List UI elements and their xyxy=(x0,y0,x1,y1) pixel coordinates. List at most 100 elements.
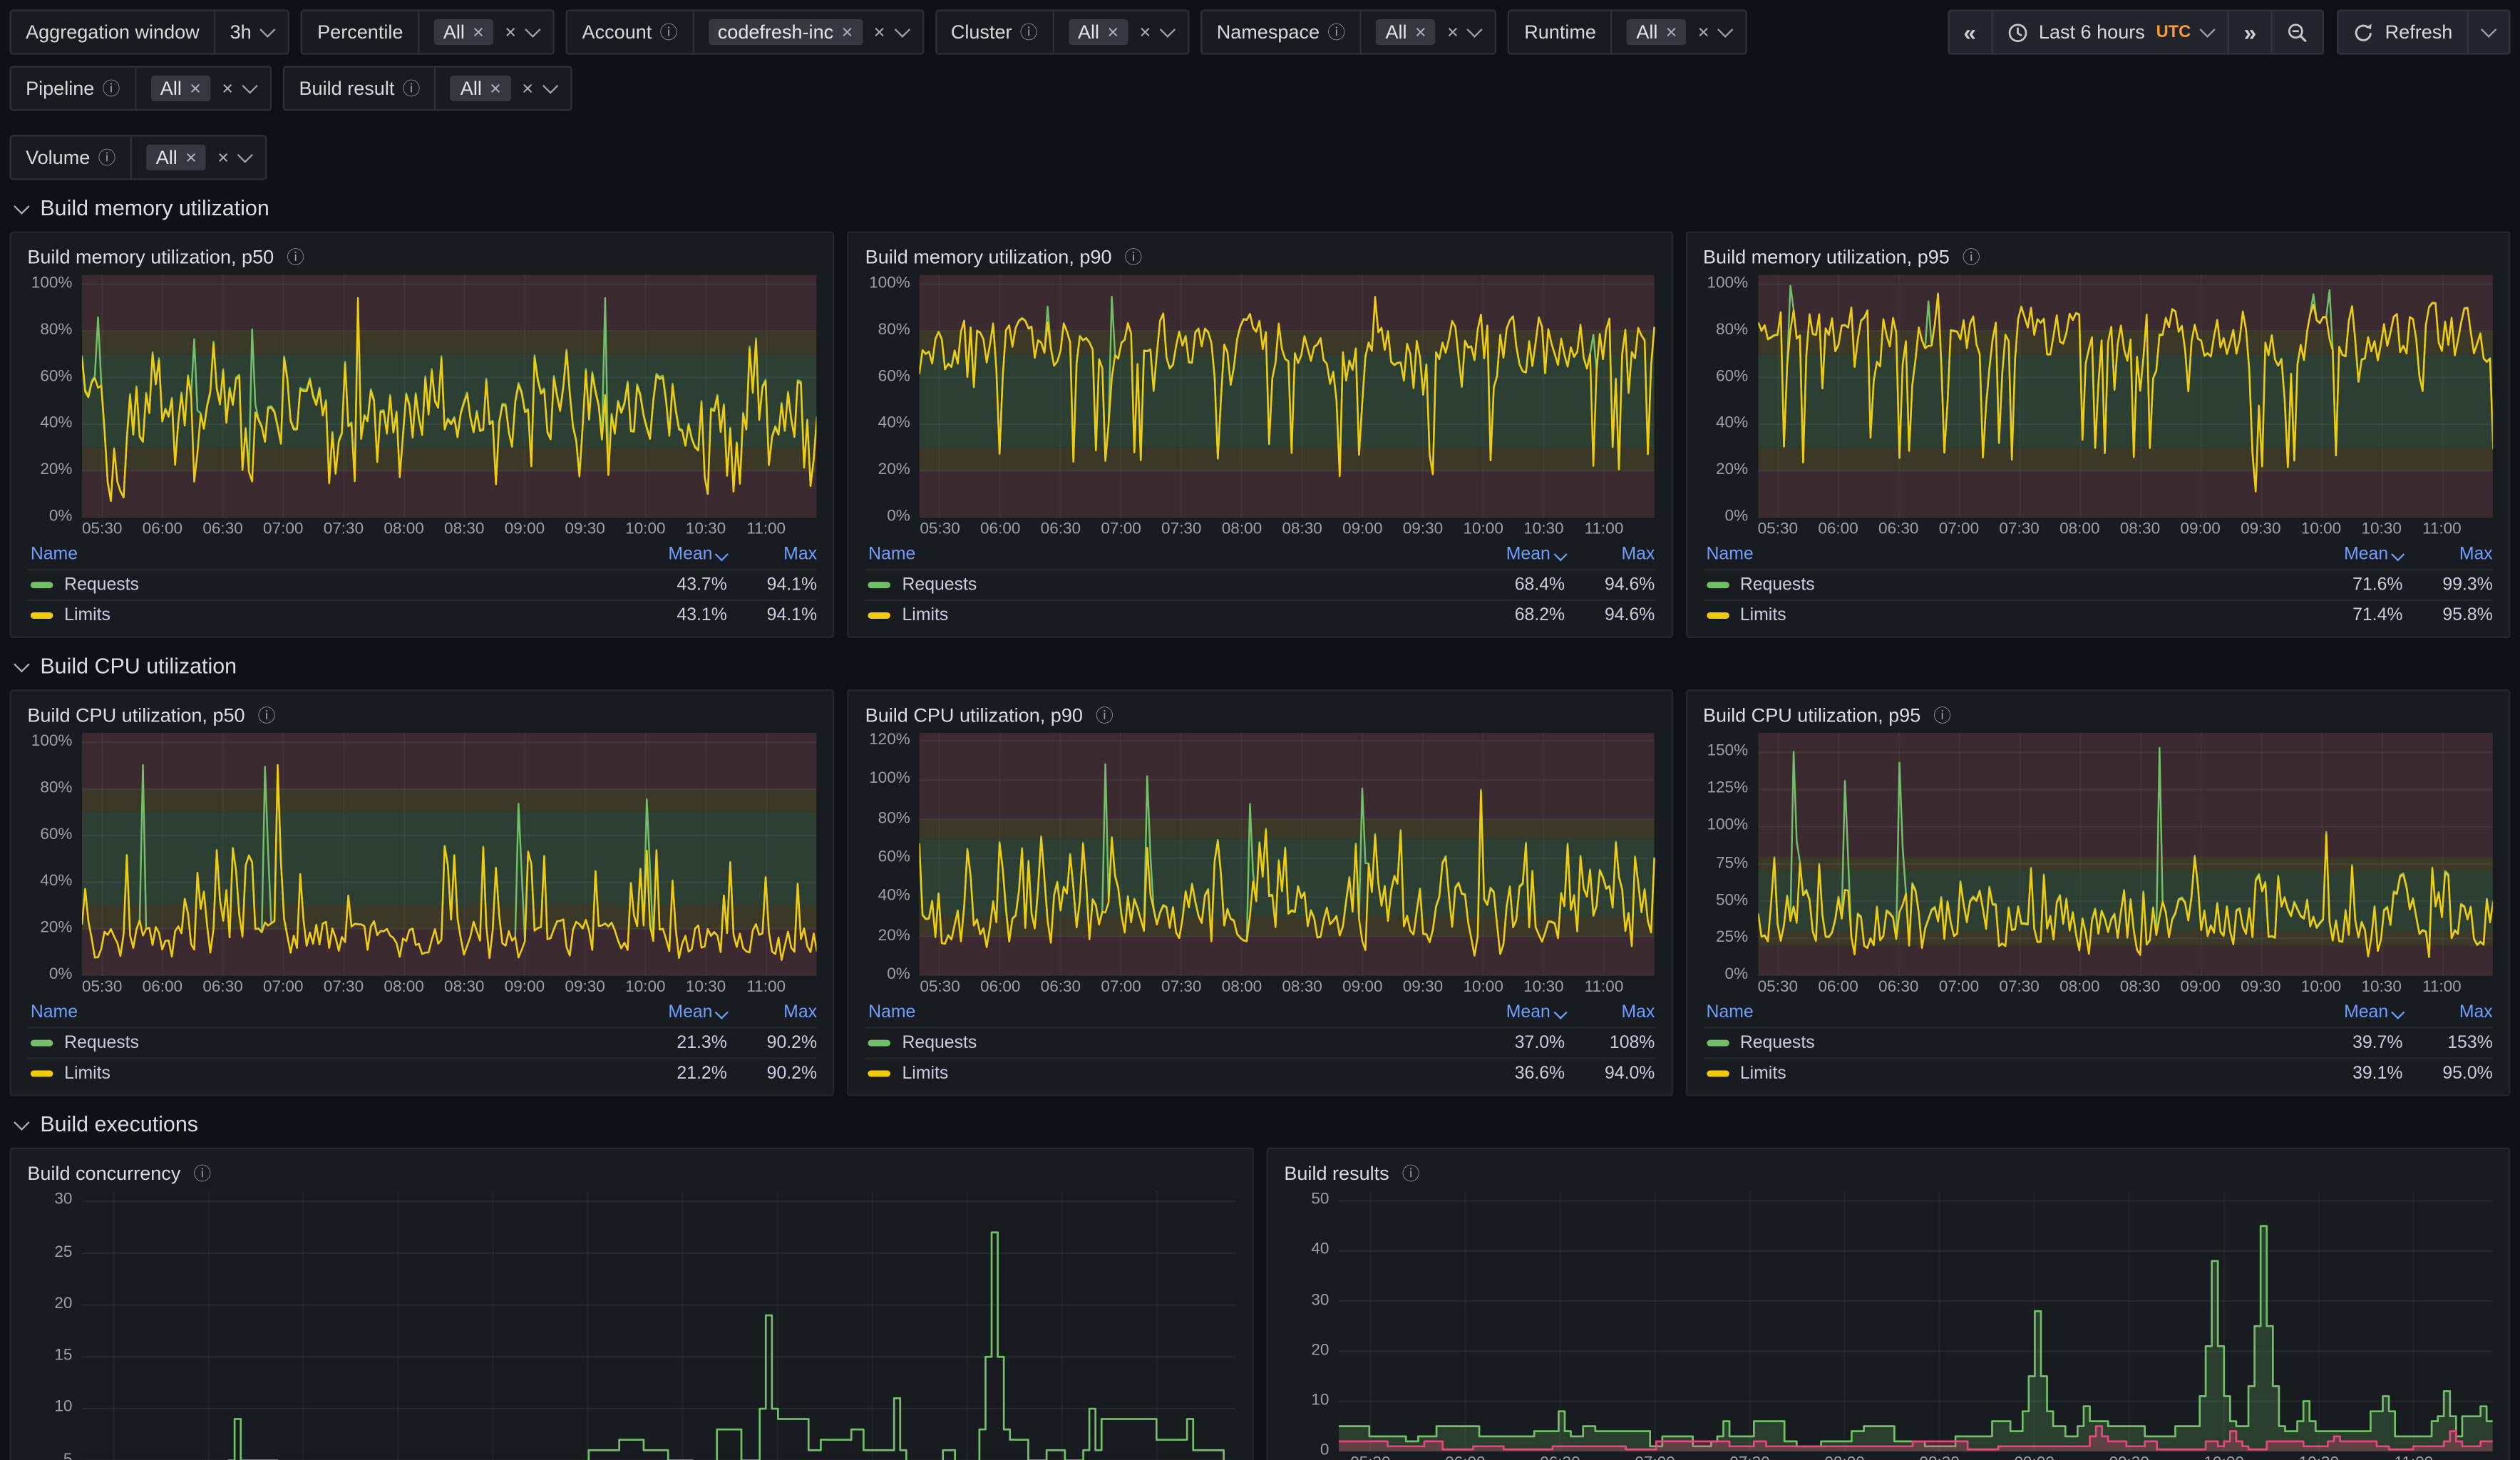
section-toggle-build-cpu-utilization[interactable]: Build CPU utilization xyxy=(0,638,2520,689)
chevron-down-icon[interactable] xyxy=(1718,21,1734,38)
chart-canvas[interactable] xyxy=(81,733,818,976)
legend-series-limits[interactable]: Limits xyxy=(27,606,637,625)
clear-filter-icon[interactable]: × xyxy=(222,77,234,100)
chart-canvas[interactable] xyxy=(1757,274,2493,518)
legend-col-max[interactable]: Max xyxy=(2459,1002,2493,1022)
legend-col-max[interactable]: Max xyxy=(1621,545,1655,565)
info-icon[interactable]: ⓘ xyxy=(287,249,305,269)
legend-col-max[interactable]: Max xyxy=(783,1002,818,1022)
chevron-down-icon[interactable] xyxy=(1159,21,1176,38)
remove-chip-icon[interactable]: × xyxy=(841,21,853,43)
legend-col-mean[interactable]: Mean xyxy=(2313,545,2405,564)
legend-col-mean[interactable]: Mean xyxy=(1475,545,1567,564)
filter-label-cluster[interactable]: Cluster ⓘ xyxy=(937,11,1054,53)
legend-series-requests[interactable]: Requests xyxy=(1703,575,2313,595)
filter-value-namespace[interactable]: All × × xyxy=(1362,11,1496,53)
chevron-down-icon[interactable] xyxy=(237,147,254,163)
legend-col-max[interactable]: Max xyxy=(1621,1002,1655,1022)
info-icon[interactable]: ⓘ xyxy=(402,80,421,100)
info-icon[interactable]: ⓘ xyxy=(102,80,120,100)
panel-title[interactable]: Build CPU utilization, p95 xyxy=(1702,704,1921,727)
filter-chip[interactable]: codefresh-inc × xyxy=(708,19,863,46)
legend-col-name[interactable]: Name xyxy=(30,1002,78,1022)
info-icon[interactable]: ⓘ xyxy=(1327,24,1346,43)
chart-plot[interactable] xyxy=(81,1191,1236,1460)
remove-chip-icon[interactable]: × xyxy=(1414,21,1426,43)
chart-plot[interactable] xyxy=(81,274,818,518)
chart-canvas[interactable] xyxy=(81,1191,1236,1460)
section-toggle-build-executions[interactable]: Build executions xyxy=(0,1096,2520,1148)
filter-value-aggregation-window[interactable]: 3h xyxy=(215,11,288,53)
legend-col-max[interactable]: Max xyxy=(2459,545,2493,565)
chevron-down-icon[interactable] xyxy=(893,21,910,38)
time-shift-back-button[interactable]: « xyxy=(1949,11,1990,53)
filter-value-pipeline[interactable]: All × × xyxy=(136,68,270,110)
legend-col-mean[interactable]: Mean xyxy=(1475,1003,1567,1022)
chart-plot[interactable] xyxy=(1757,733,2493,976)
info-icon[interactable]: ⓘ xyxy=(1095,706,1114,727)
legend-col-name[interactable]: Name xyxy=(1706,1002,1754,1022)
chart-plot[interactable] xyxy=(1757,274,2493,518)
legend-series-limits[interactable]: Limits xyxy=(27,1064,637,1084)
filter-label-runtime[interactable]: Runtime xyxy=(1510,11,1613,53)
panel-title[interactable]: Build results xyxy=(1284,1162,1389,1185)
legend-col-name[interactable]: Name xyxy=(868,1002,916,1022)
clear-filter-icon[interactable]: × xyxy=(1697,21,1709,43)
info-icon[interactable]: ⓘ xyxy=(98,149,116,169)
legend-col-name[interactable]: Name xyxy=(30,545,78,565)
clear-filter-icon[interactable]: × xyxy=(505,21,517,43)
info-icon[interactable]: ⓘ xyxy=(1933,706,1952,727)
legend-col-mean[interactable]: Mean xyxy=(637,545,729,564)
info-icon[interactable]: ⓘ xyxy=(1019,24,1038,43)
clear-filter-icon[interactable]: × xyxy=(1139,21,1151,43)
chart-canvas[interactable] xyxy=(1757,733,2493,976)
legend-series-limits[interactable]: Limits xyxy=(865,606,1475,625)
info-icon[interactable]: ⓘ xyxy=(257,706,276,727)
chart-plot[interactable] xyxy=(920,733,1655,976)
legend-col-name[interactable]: Name xyxy=(1706,545,1754,565)
filter-value-volume[interactable]: All × × xyxy=(132,137,266,179)
filter-value-account[interactable]: codefresh-inc × × xyxy=(694,11,922,53)
legend-series-requests[interactable]: Requests xyxy=(1703,1034,2313,1053)
chart-plot[interactable] xyxy=(81,733,818,976)
panel-title[interactable]: Build memory utilization, p90 xyxy=(865,245,1112,269)
chart-canvas[interactable] xyxy=(81,274,818,518)
legend-series-limits[interactable]: Limits xyxy=(1703,606,2313,625)
filter-chip[interactable]: All × xyxy=(150,75,211,102)
info-icon[interactable]: ⓘ xyxy=(1962,249,1980,269)
filter-label-volume[interactable]: Volume ⓘ xyxy=(11,136,132,179)
filter-value-runtime[interactable]: All × × xyxy=(1613,11,1747,53)
filter-chip[interactable]: All × xyxy=(1068,19,1128,46)
filter-chip[interactable]: All × xyxy=(451,75,511,102)
time-range-picker-button[interactable]: Last 6 hours UTC xyxy=(1990,11,2228,53)
chevron-down-icon[interactable] xyxy=(542,78,558,94)
info-icon[interactable]: ⓘ xyxy=(659,24,678,43)
legend-series-requests[interactable]: Requests xyxy=(27,1034,637,1053)
filter-chip[interactable]: All × xyxy=(1626,19,1687,46)
legend-col-max[interactable]: Max xyxy=(783,545,818,565)
filter-label-pipeline[interactable]: Pipeline ⓘ xyxy=(11,67,136,110)
clear-filter-icon[interactable]: × xyxy=(1446,21,1459,43)
legend-col-mean[interactable]: Mean xyxy=(637,1003,729,1022)
chart-plot[interactable] xyxy=(1338,1191,2493,1451)
filter-label-build-result[interactable]: Build result ⓘ xyxy=(284,67,436,110)
filter-label-namespace[interactable]: Namespace ⓘ xyxy=(1202,11,1362,53)
panel-title[interactable]: Build CPU utilization, p90 xyxy=(865,704,1083,727)
filter-chip[interactable]: All × xyxy=(433,19,494,46)
chart-canvas[interactable] xyxy=(920,733,1655,976)
filter-label-account[interactable]: Account ⓘ xyxy=(567,11,694,53)
filter-label-aggregation-window[interactable]: Aggregation window xyxy=(11,11,216,53)
legend-series-limits[interactable]: Limits xyxy=(1703,1064,2313,1084)
legend-col-name[interactable]: Name xyxy=(868,545,916,565)
section-toggle-build-memory-utilization[interactable]: Build memory utilization xyxy=(0,180,2520,232)
clear-filter-icon[interactable]: × xyxy=(873,21,885,43)
chevron-down-icon[interactable] xyxy=(1467,21,1483,38)
panel-title[interactable]: Build concurrency xyxy=(27,1162,181,1185)
remove-chip-icon[interactable]: × xyxy=(185,146,197,169)
panel-title[interactable]: Build memory utilization, p50 xyxy=(27,245,274,269)
clear-filter-icon[interactable]: × xyxy=(217,146,230,169)
chevron-down-icon[interactable] xyxy=(242,78,258,94)
legend-series-requests[interactable]: Requests xyxy=(865,1034,1475,1053)
remove-chip-icon[interactable]: × xyxy=(190,77,201,100)
chevron-down-icon[interactable] xyxy=(525,21,541,38)
